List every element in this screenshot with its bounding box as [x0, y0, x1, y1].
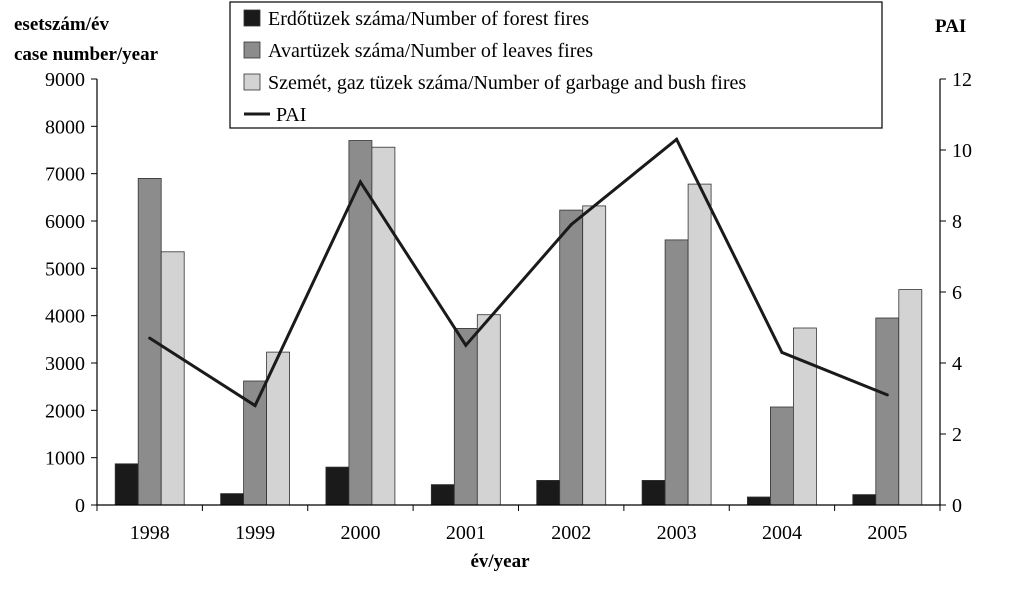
point-pai-2004	[780, 350, 784, 354]
bar-forest-2004	[747, 496, 771, 506]
line-pai	[148, 136, 888, 408]
bar-leaves-2003	[664, 239, 689, 506]
legend-swatch	[243, 9, 261, 27]
plot-area: 0 1000 2000 3000 4000 5000 6000 7000 8000 9000 0 2 4…	[45, 69, 972, 544]
bar-leaves-2005	[875, 317, 900, 506]
point-pai-2001	[464, 343, 468, 347]
bar-garbage-2000	[371, 146, 396, 506]
bar-forest-1999	[220, 493, 245, 506]
y-axis-title-line2: case number/year	[14, 44, 159, 65]
y-tick-label: 7000	[45, 164, 85, 186]
bar-leaves-2001	[453, 327, 478, 506]
x-tick-label-2004: 2004	[762, 522, 802, 544]
legend-label: Szemét, gaz tüzek száma/Number of garbag…	[268, 72, 746, 94]
y2-tick-label: 12	[952, 69, 972, 91]
x-tick-label-2001: 2001	[446, 522, 486, 544]
y-tick-label: 5000	[45, 258, 85, 280]
bar-forest-2003	[641, 479, 666, 506]
point-pai-1999	[253, 404, 257, 408]
y-axis-title-line1: esetszám/év	[14, 14, 109, 35]
legend-box	[229, 1, 883, 129]
y-tick-label: 4000	[45, 306, 85, 328]
bar-forest-2002	[536, 479, 561, 506]
y2-tick-label: 2	[952, 424, 962, 446]
y-tick-label: 1000	[45, 448, 85, 470]
legend: Erdőtüzek száma/Number of forest fires Av…	[229, 1, 883, 129]
legend-label: Avartüzek száma/Number of leaves fires	[268, 40, 593, 62]
bar-garbage-2001	[476, 314, 501, 506]
y2-tick-label: 4	[952, 353, 962, 375]
legend-label: PAI	[276, 104, 306, 126]
point-pai-2000	[358, 180, 362, 184]
point-pai-2002	[569, 223, 573, 227]
x-tick-label-1999: 1999	[235, 522, 275, 544]
y2-tick-label: 8	[952, 211, 962, 233]
bar-garbage-1998	[160, 251, 185, 506]
x-tick-label-2000: 2000	[340, 522, 380, 544]
bar-garbage-2004	[793, 327, 817, 506]
bar-leaves-2004	[770, 406, 794, 506]
bar-garbage-2003	[687, 183, 712, 506]
x-tick-label-2005: 2005	[867, 522, 907, 544]
legend-label: Erdőtüzek száma/Number of forest fires	[268, 8, 589, 30]
bar-forest-2001	[430, 484, 455, 506]
bar-garbage-2002	[582, 205, 607, 506]
bar-forest-1998	[114, 463, 139, 506]
y2-tick-label: 0	[952, 495, 962, 517]
bar-garbage-2005	[898, 289, 923, 506]
y2-axis-title: PAI	[935, 16, 966, 37]
bar-forest-2000	[325, 466, 350, 506]
y-tick-label: 9000	[45, 69, 85, 91]
x-tick-label-1998: 1998	[130, 522, 170, 544]
x-tick-label-2002: 2002	[551, 522, 591, 544]
y-tick-label: 2000	[45, 400, 85, 422]
point-pai-2003	[675, 137, 679, 141]
legend-swatch	[243, 41, 261, 59]
bar-forest-2005	[852, 494, 877, 506]
y2-tick-label: 6	[952, 282, 962, 304]
x-tick-label-2003: 2003	[657, 522, 697, 544]
y-tick-label: 3000	[45, 353, 85, 375]
point-pai-2005	[885, 393, 889, 397]
y2-tick-label: 10	[952, 140, 972, 162]
y-tick-label: 0	[75, 495, 85, 517]
y-tick-label: 8000	[45, 116, 85, 138]
legend-swatch	[243, 73, 261, 91]
point-pai-1998	[148, 336, 152, 340]
x-axis-title: év/year	[470, 551, 530, 572]
bar-leaves-2002	[559, 209, 584, 506]
y-tick-label: 6000	[45, 211, 85, 233]
